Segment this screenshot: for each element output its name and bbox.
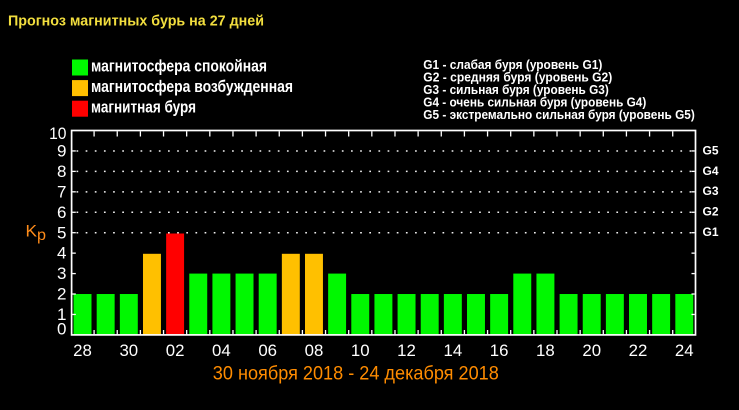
svg-text:12: 12: [397, 342, 416, 360]
svg-text:10: 10: [351, 342, 370, 360]
svg-text:8: 8: [57, 162, 66, 181]
svg-text:10: 10: [49, 124, 66, 143]
svg-text:9: 9: [57, 142, 66, 161]
svg-text:G1 - слабая буря (уровень G1): G1 - слабая буря (уровень G1): [423, 57, 602, 72]
svg-text:Kp: Kp: [26, 223, 47, 244]
svg-text:G2 - средняя буря (уровень G2): G2 - средняя буря (уровень G2): [423, 70, 612, 85]
svg-text:3: 3: [57, 264, 66, 283]
svg-text:магнитная буря: магнитная буря: [91, 98, 196, 117]
svg-text:24: 24: [675, 342, 694, 360]
svg-text:5: 5: [57, 223, 66, 242]
svg-text:1: 1: [57, 305, 66, 324]
svg-text:0: 0: [57, 319, 66, 338]
svg-text:16: 16: [490, 342, 509, 360]
svg-text:G3 - сильная буря (уровень G3): G3 - сильная буря (уровень G3): [423, 82, 609, 97]
svg-text:G1: G1: [703, 225, 719, 239]
svg-text:G2: G2: [703, 205, 719, 219]
svg-text:G5: G5: [703, 143, 719, 157]
svg-text:04: 04: [212, 342, 231, 360]
svg-text:22: 22: [629, 342, 648, 360]
svg-text:30: 30: [119, 342, 138, 360]
svg-text:7: 7: [57, 182, 66, 201]
svg-text:G5 - экстремально сильная буря: G5 - экстремально сильная буря (уровень …: [423, 107, 695, 122]
svg-text:G3: G3: [703, 184, 719, 198]
svg-text:G4 - очень сильная буря (урове: G4 - очень сильная буря (уровень G4): [423, 95, 646, 110]
svg-text:6: 6: [57, 203, 66, 222]
svg-text:магнитосфера возбужденная: магнитосфера возбужденная: [91, 77, 293, 96]
svg-text:4: 4: [57, 244, 66, 263]
svg-text:Прогноз магнитных бурь на 27 д: Прогноз магнитных бурь на 27 дней: [8, 14, 264, 30]
svg-text:G4: G4: [703, 164, 719, 178]
svg-text:08: 08: [305, 342, 324, 360]
svg-text:02: 02: [166, 342, 185, 360]
svg-text:30 ноября 2018 - 24 декабря 20: 30 ноября 2018 - 24 декабря 2018: [213, 364, 499, 385]
svg-text:20: 20: [582, 342, 601, 360]
svg-text:06: 06: [258, 342, 277, 360]
svg-text:18: 18: [536, 342, 555, 360]
svg-text:магнитосфера спокойная: магнитосфера спокойная: [91, 57, 267, 76]
svg-text:2: 2: [57, 285, 66, 304]
svg-text:28: 28: [73, 342, 92, 360]
svg-text:14: 14: [443, 342, 462, 360]
